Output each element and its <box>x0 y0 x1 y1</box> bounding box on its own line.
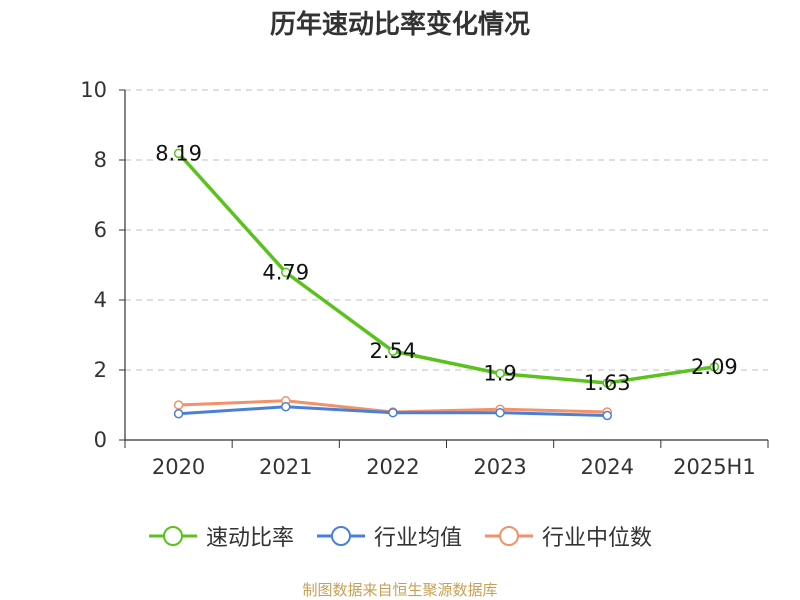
data-point <box>173 400 184 410</box>
data-point <box>495 407 505 418</box>
legend-label: 行业均值 <box>373 526 462 551</box>
legend-item[interactable]: 行业均值 <box>316 520 462 552</box>
x-tick-label: 2025H1 <box>673 455 756 479</box>
data-label: 4.79 <box>262 260 309 284</box>
y-tick-label: 8 <box>94 148 107 172</box>
grid-lines <box>125 89 768 371</box>
data-point <box>173 409 184 419</box>
legend-label: 速动比率 <box>205 526 294 551</box>
y-tick-label: 0 <box>94 428 107 452</box>
chart-title: 历年速动比率变化情况 <box>269 10 530 40</box>
legend-circle <box>499 526 519 546</box>
data-label: 2.54 <box>370 339 417 363</box>
x-tick-label: 2024 <box>581 455 634 479</box>
series-line-0 <box>176 151 717 385</box>
y-tick-label: 6 <box>94 218 107 242</box>
legend-item[interactable]: 速动比率 <box>148 520 294 552</box>
legend-circle <box>162 526 183 546</box>
data-point <box>495 368 505 379</box>
y-tick-label: 2 <box>94 358 107 382</box>
legend: 速动比率 行业均值 行业中位数 <box>0 518 800 554</box>
data-label: 2.09 <box>691 355 738 379</box>
data-point <box>281 402 291 412</box>
x-tick-label: 2020 <box>152 455 205 479</box>
y-tick-label: 4 <box>94 288 107 312</box>
y-tick-label: 10 <box>80 78 107 102</box>
data-point <box>602 410 612 421</box>
legend-circle <box>330 526 351 546</box>
data-point <box>602 378 612 388</box>
legend-marker-icon <box>148 526 197 546</box>
data-label: 1.63 <box>584 371 631 395</box>
data-label: 1.9 <box>483 362 516 386</box>
data-point <box>281 267 291 278</box>
x-tick-label: 2021 <box>259 455 312 479</box>
data-point <box>388 407 398 418</box>
legend-item[interactable]: 行业中位数 <box>484 520 652 552</box>
data-label: 8.19 <box>155 141 202 165</box>
legend-marker-icon <box>485 526 533 546</box>
x-tick-label: 2022 <box>366 455 419 479</box>
data-point <box>173 148 184 159</box>
data-labels: 8.19 4.79 2.54 1.9 1.63 2.09 <box>155 141 738 395</box>
axes: 0 2 4 6 8 10 2020 2021 2022 2023 2024 2025H1 <box>80 78 769 479</box>
legend-label: 行业中位数 <box>542 526 653 551</box>
data-point <box>388 346 398 356</box>
series-lines <box>173 148 720 421</box>
legend-marker-icon <box>316 526 365 546</box>
source-note: 制图数据来自恒生聚源数据库 <box>302 581 498 599</box>
x-tick-label: 2023 <box>473 455 526 479</box>
data-point <box>709 362 720 372</box>
